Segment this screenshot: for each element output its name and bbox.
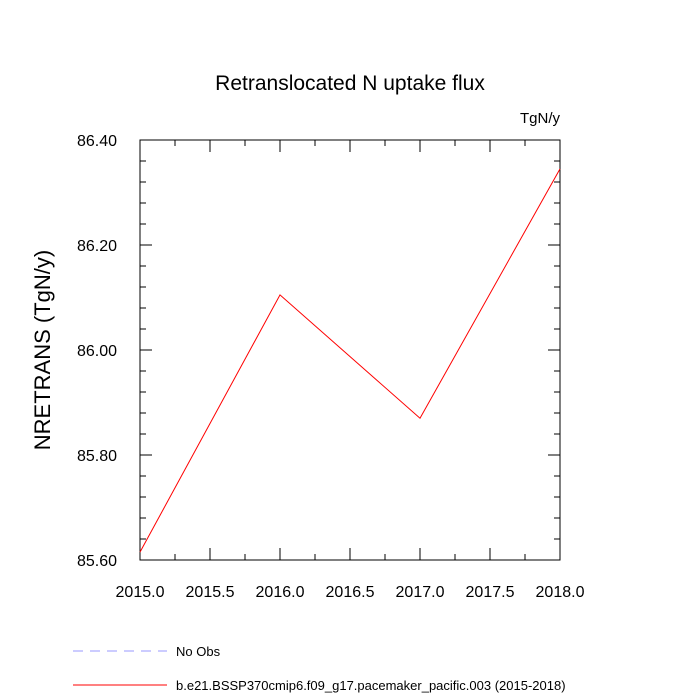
legend: No Obs b.e21.BSSP370cmip6.f09_g17.pacemak…: [73, 644, 566, 693]
x-tick-label: 2015.0: [116, 584, 165, 601]
y-axis-label: NRETRANS (TgN/y): [30, 250, 55, 450]
y-tick-label: 86.00: [77, 343, 117, 360]
x-tick-label: 2016.5: [326, 584, 375, 601]
series-line: [139, 168, 561, 553]
x-tick-label: 2017.5: [466, 584, 515, 601]
y-tick-label: 86.20: [77, 238, 117, 255]
tick-labels: 2015.0 2015.5 2016.0 2016.5 2017.0 2017.5 2018…: [77, 133, 585, 601]
axis-ticks: [139, 139, 561, 561]
chart-title: Retranslocated N uptake flux: [215, 72, 485, 95]
legend-label: b.e21.BSSP370cmip6.f09_g17.pacemaker_pac…: [176, 678, 566, 693]
x-tick-label: 2017.0: [396, 584, 445, 601]
y-tick-label: 85.80: [77, 448, 117, 465]
x-tick-label: 2018.0: [536, 584, 585, 601]
plot-frame: [139, 139, 561, 561]
series-lines: [139, 168, 561, 553]
units-label: TgN/y: [520, 110, 561, 127]
x-tick-label: 2016.0: [256, 584, 305, 601]
y-tick-label: 85.60: [77, 553, 117, 570]
y-tick-label: 86.40: [77, 133, 117, 150]
x-tick-label: 2015.5: [186, 584, 235, 601]
legend-label: No Obs: [176, 644, 221, 659]
